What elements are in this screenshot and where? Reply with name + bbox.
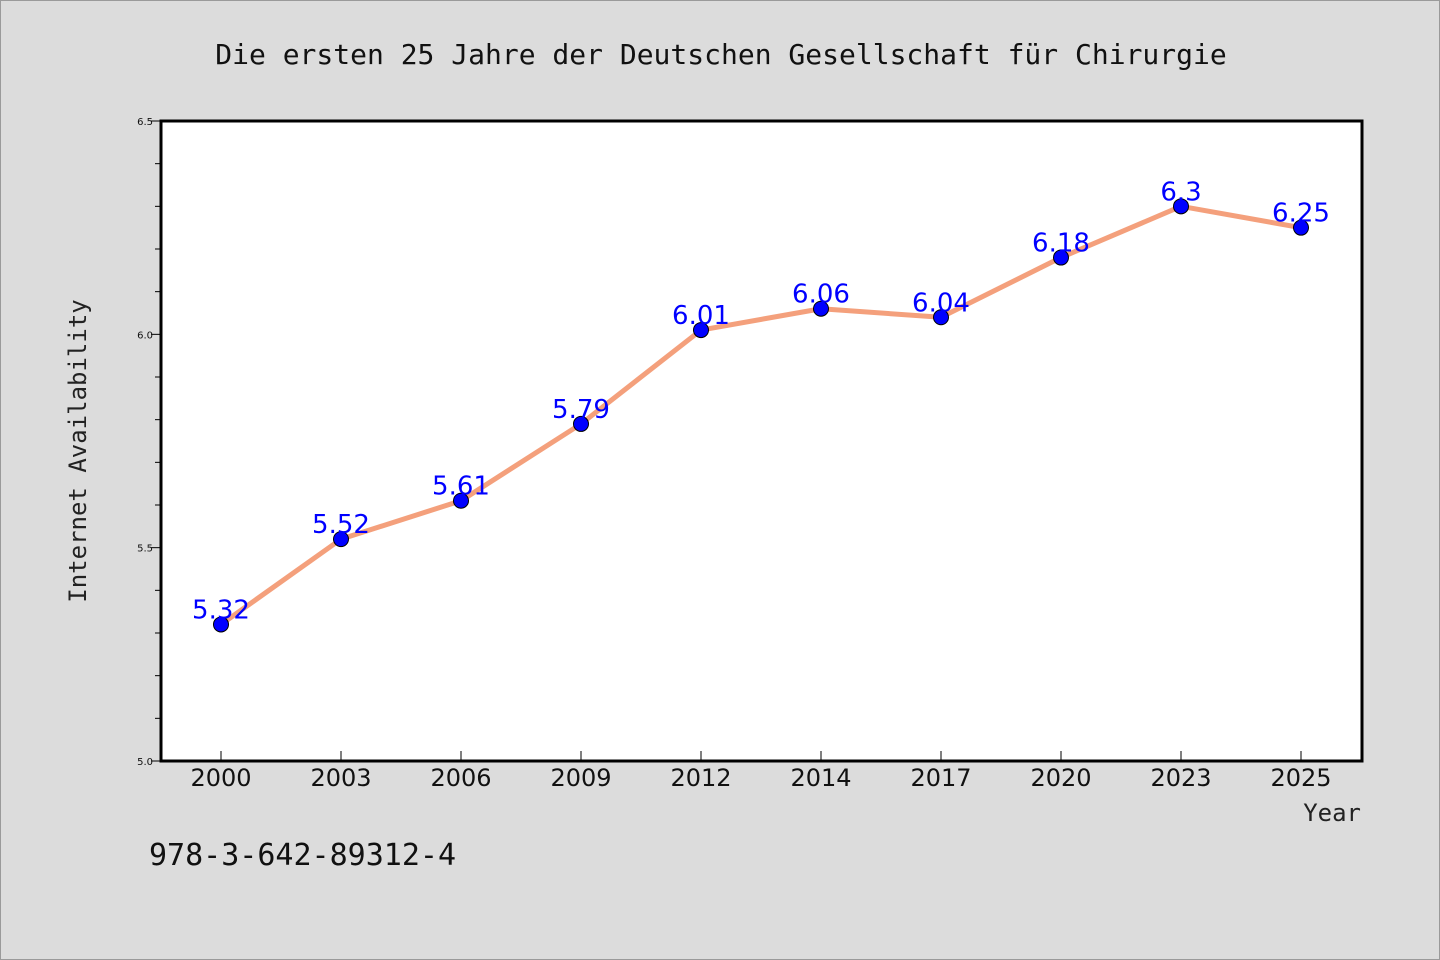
data-label: 5.52 [312,510,370,540]
x-tick-label: 2006 [430,764,491,792]
x-tick-label: 2003 [310,764,371,792]
data-label: 6.01 [672,301,730,331]
y-axis-label: Internet Availability [64,299,92,602]
data-point [1053,249,1069,266]
y-tick-label: 6.0 [137,330,153,341]
data-label: 6.3 [1160,177,1201,207]
data-point [813,300,829,317]
x-tick-label: 2017 [910,764,971,792]
data-label: 6.18 [1032,229,1090,259]
data-label: 5.79 [552,395,610,425]
data-label: 6.04 [912,288,970,318]
data-point [573,415,589,432]
data-label: 5.61 [432,472,490,502]
x-tick-label: 2020 [1030,764,1091,792]
x-axis-label: Year [1303,799,1361,827]
data-label: 5.32 [192,595,250,625]
data-point [213,616,229,633]
data-label: 6.06 [792,280,850,310]
y-axis: 5.0 5.5 6.0 6.5 [137,117,161,768]
chart-title: Die ersten 25 Jahre der Deutschen Gesell… [215,38,1226,71]
data-point [1173,198,1189,215]
y-tick-label: 6.5 [137,117,153,128]
data-point [693,322,709,339]
x-axis: 2000 2003 2006 2009 2012 2014 2017 2020 2023 2025 [190,751,1332,792]
x-tick-label: 2000 [190,764,251,792]
series-line [218,203,1304,627]
x-tick-label: 2012 [670,764,731,792]
data-label: 6.25 [1272,199,1330,229]
x-tick-label: 2023 [1150,764,1211,792]
x-tick-label: 2014 [790,764,851,792]
y-tick-label: 5.5 [137,544,153,555]
data-point [453,492,469,509]
isbn-text: 978-3-642-89312-4 [149,838,456,873]
x-tick-label: 2009 [550,764,611,792]
data-point [1293,219,1309,236]
data-point [333,531,349,548]
data-point [933,309,949,326]
plot-area [159,119,1364,763]
y-tick-label: 5.0 [137,757,153,768]
x-tick-label: 2025 [1270,764,1331,792]
series-layer: 5.32 5.52 5.61 5.79 6.01 6.06 6.04 6.18 6.3 6.25 [192,177,1330,633]
